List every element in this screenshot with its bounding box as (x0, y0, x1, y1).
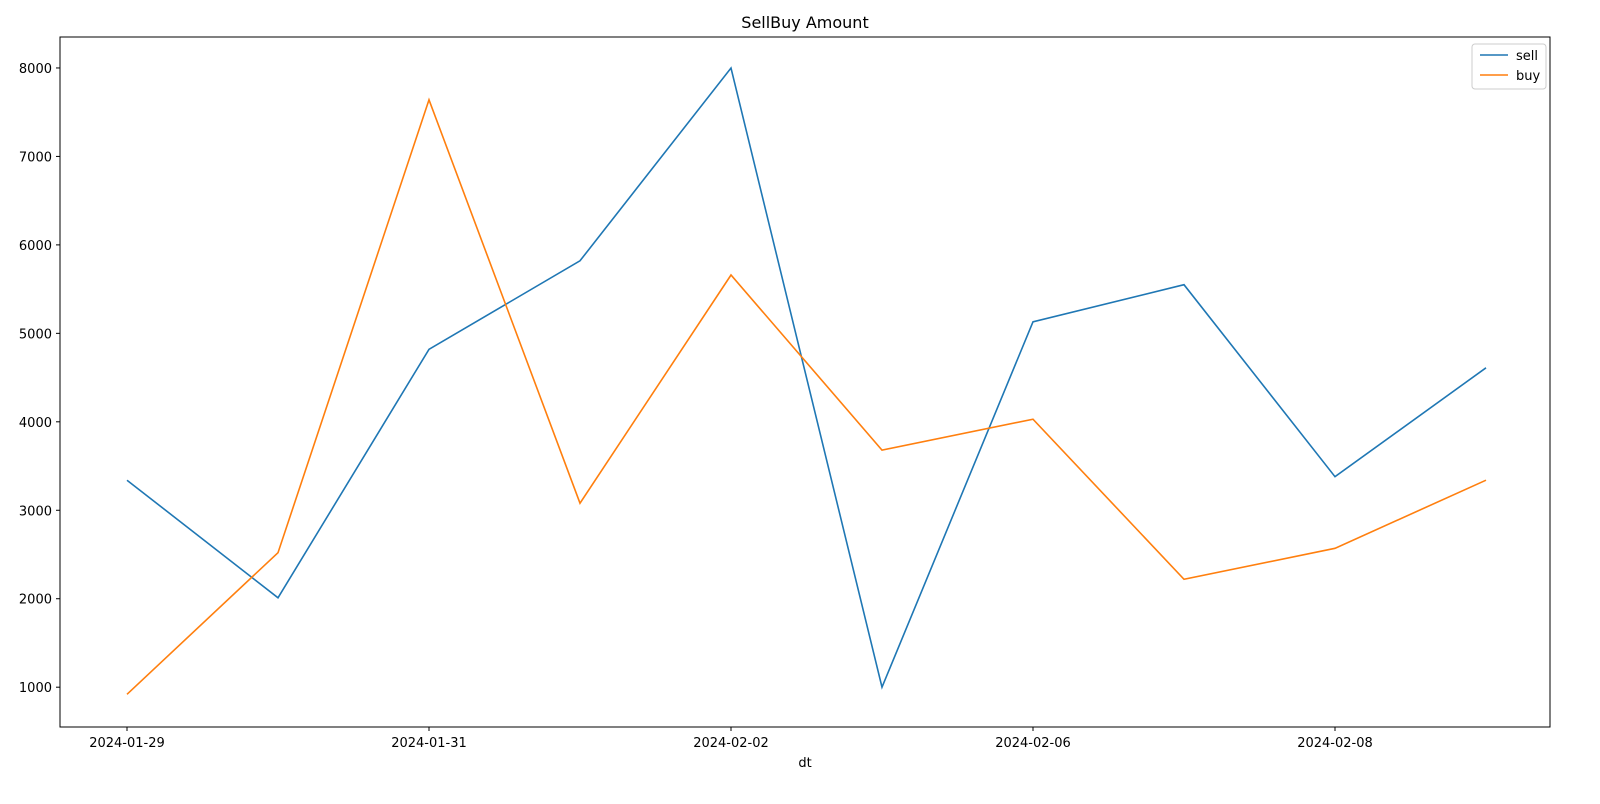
series-line-buy (126, 97, 1487, 695)
y-tick-label: 5000 (19, 327, 52, 342)
x-axis-ticks: 2024-01-29 2024-01-31 2024-02-02 2024-02-06… (89, 727, 1373, 751)
series-lines (126, 66, 1487, 695)
x-tick-label: 2024-01-29 (89, 736, 165, 751)
y-tick-label: 6000 (19, 239, 52, 254)
y-tick-label: 7000 (19, 150, 52, 165)
y-tick-label: 3000 (19, 504, 52, 519)
x-tick-label: 2024-02-08 (1297, 736, 1373, 751)
legend[interactable]: sell buy (1471, 43, 1547, 90)
y-tick-label: 2000 (19, 593, 52, 608)
y-tick-label: 4000 (19, 416, 52, 431)
series-line-sell (126, 66, 1487, 690)
plot-area-frame (59, 36, 1551, 728)
x-tick-label: 2024-02-06 (995, 736, 1071, 751)
y-tick-label: 8000 (19, 62, 52, 77)
legend-label-buy: buy (1516, 69, 1540, 84)
x-tick-label: 2024-01-31 (391, 736, 467, 751)
x-axis-label: dt (798, 756, 811, 771)
y-axis-ticks: 1000 2000 3000 4000 5000 6000 7000 8000 (19, 62, 60, 696)
chart-title: SellBuy Amount (741, 13, 868, 32)
legend-label-sell: sell (1516, 49, 1538, 64)
y-tick-label: 1000 (19, 681, 52, 696)
x-tick-label: 2024-02-02 (693, 736, 769, 751)
